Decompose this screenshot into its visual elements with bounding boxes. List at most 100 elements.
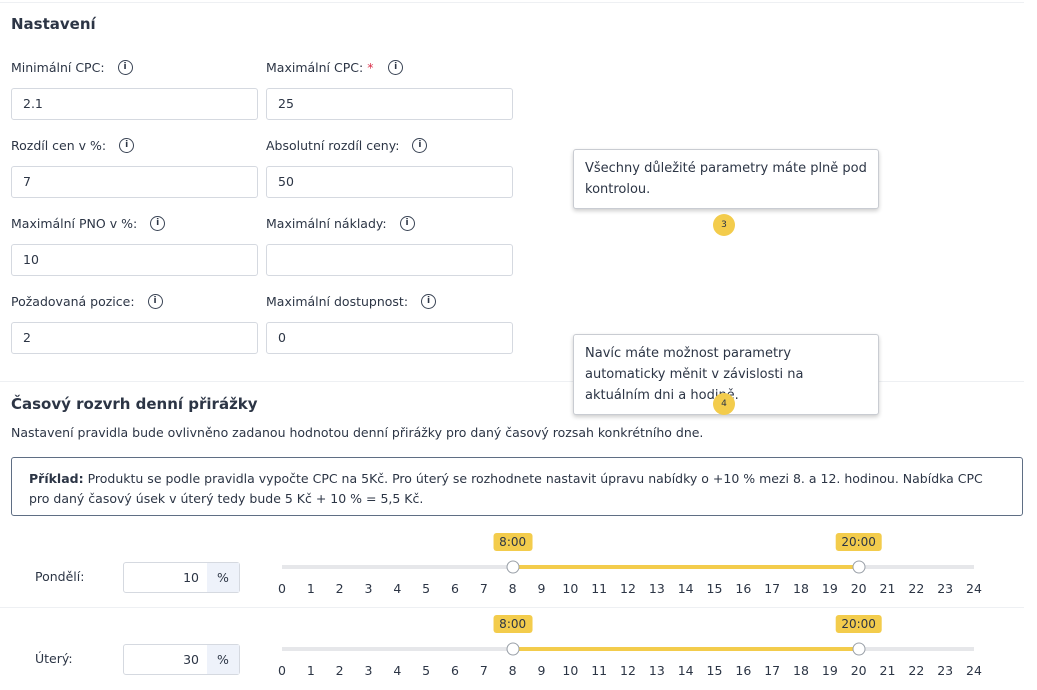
slider-range <box>512 647 859 651</box>
info-icon: i <box>119 138 135 153</box>
hour-tick-label: 20 <box>850 581 867 596</box>
example-box: Příklad: Produktu se podle pravidla vypo… <box>11 457 1023 516</box>
hour-tick-label: 2 <box>335 581 344 596</box>
unit-addon: % <box>207 563 239 592</box>
text-input[interactable]: 0 <box>266 322 513 354</box>
hour-tick-label: 24 <box>966 663 982 678</box>
hour-tick-label: 8 <box>508 663 517 678</box>
info-icon: i <box>117 60 133 75</box>
hour-tick-label: 0 <box>278 663 286 678</box>
text-input[interactable]: 2 <box>11 322 258 354</box>
hour-tick-label: 13 <box>648 581 665 596</box>
hour-tick-label: 15 <box>706 581 723 596</box>
unit-addon: % <box>207 645 239 674</box>
hour-tick-label: 4 <box>393 663 402 678</box>
field-label: Absolutní rozdíl ceny: <box>266 138 400 153</box>
text-input[interactable]: 2.1 <box>11 88 258 120</box>
required-mark: * <box>367 60 374 75</box>
hour-tick-label: 22 <box>908 581 925 596</box>
hour-tick-label: 19 <box>821 581 838 596</box>
text-input[interactable]: 50 <box>266 166 513 198</box>
example-text: Produktu se podle pravidla vypočte CPC n… <box>29 471 983 506</box>
text-input[interactable]: 25 <box>266 88 513 120</box>
hour-tick-label: 6 <box>451 581 459 596</box>
slider-handle[interactable] <box>506 560 520 574</box>
handle-label: 8:00 <box>493 533 533 551</box>
hour-tick-label: 22 <box>908 663 925 678</box>
hour-tick-label: 11 <box>591 663 608 678</box>
hour-tick-label: 5 <box>422 581 431 596</box>
hour-tick-label: 16 <box>735 663 752 678</box>
divider <box>0 2 1024 3</box>
hour-tick-label: 14 <box>677 663 694 678</box>
text-input[interactable] <box>266 244 513 276</box>
input-value: 10 <box>183 570 199 585</box>
hour-tick-label: 17 <box>764 663 781 678</box>
handle-label: 20:00 <box>835 533 882 551</box>
hour-tick-label: 24 <box>966 581 982 596</box>
hour-tick-label: 7 <box>479 663 488 678</box>
text-input[interactable]: 10 <box>11 244 258 276</box>
field-label: Minimální CPC: <box>11 60 105 75</box>
field-label: Maximální náklady: <box>266 216 387 231</box>
handle-label: 8:00 <box>493 615 533 633</box>
hour-tick-label: 23 <box>937 581 954 596</box>
day-label: Úterý: <box>35 651 73 666</box>
divider <box>0 381 1024 382</box>
hour-tick-label: 14 <box>677 581 694 596</box>
hour-tick-label: 6 <box>451 663 459 678</box>
hour-tick-label: 12 <box>620 663 636 678</box>
slider-handle[interactable] <box>852 642 866 656</box>
tooltip: Všechny důležité parametry máte plně pod… <box>573 149 879 209</box>
field-label: Rozdíl cen v %: <box>11 138 107 153</box>
hour-tick-label: 17 <box>764 581 781 596</box>
hour-tick-label: 1 <box>306 663 315 678</box>
hour-tick-label: 21 <box>879 581 896 596</box>
handle-label: 20:00 <box>835 615 882 633</box>
hour-tick-label: 5 <box>422 663 431 678</box>
hour-tick-label: 20 <box>850 663 867 678</box>
info-icon: i <box>421 294 437 309</box>
hour-tick-label: 13 <box>648 663 665 678</box>
hour-tick-label: 19 <box>821 663 838 678</box>
hour-tick-label: 18 <box>793 663 809 678</box>
hour-tick-label: 9 <box>537 581 546 596</box>
slider-range <box>512 565 859 569</box>
hour-tick-label: 7 <box>479 581 488 596</box>
hour-tick-label: 3 <box>364 581 373 596</box>
divider <box>0 607 1024 608</box>
section-title: Nastavení <box>11 15 96 33</box>
info-icon: i <box>399 216 415 231</box>
hour-tick-label: 4 <box>393 581 402 596</box>
hour-tick-label: 8 <box>508 581 517 596</box>
info-icon: i <box>388 60 404 75</box>
field-label: Maximální PNO v %: <box>11 216 138 231</box>
example-label: Příklad: <box>29 471 84 486</box>
hour-tick-label: 3 <box>364 663 373 678</box>
field-label: Maximální CPC: <box>266 60 364 75</box>
hour-tick-label: 1 <box>306 581 315 596</box>
hour-tick-label: 9 <box>537 663 546 678</box>
input-value: 30 <box>183 652 199 667</box>
hour-tick-label: 2 <box>335 663 344 678</box>
hour-tick-label: 11 <box>591 581 608 596</box>
hour-tick-label: 21 <box>879 663 896 678</box>
info-icon: i <box>150 216 166 231</box>
slider-handle[interactable] <box>506 642 520 656</box>
hour-tick-label: 23 <box>937 663 954 678</box>
field-label: Maximální dostupnost: <box>266 294 409 309</box>
hour-tick-label: 10 <box>562 663 579 678</box>
text-input[interactable]: 7 <box>11 166 258 198</box>
day-label: Pondělí: <box>35 569 85 584</box>
slider-handle[interactable] <box>852 560 866 574</box>
hour-tick-label: 18 <box>793 581 809 596</box>
value-input[interactable]: 10% <box>123 562 240 593</box>
hour-tick-label: 10 <box>562 581 579 596</box>
section-title: Časový rozvrh denní přirážky <box>11 395 258 413</box>
info-icon: i <box>412 138 428 153</box>
field-label: Požadovaná pozice: <box>11 294 135 309</box>
step-badge: 3 <box>713 214 735 236</box>
value-input[interactable]: 30% <box>123 644 240 675</box>
step-badge: 4 <box>713 393 735 415</box>
